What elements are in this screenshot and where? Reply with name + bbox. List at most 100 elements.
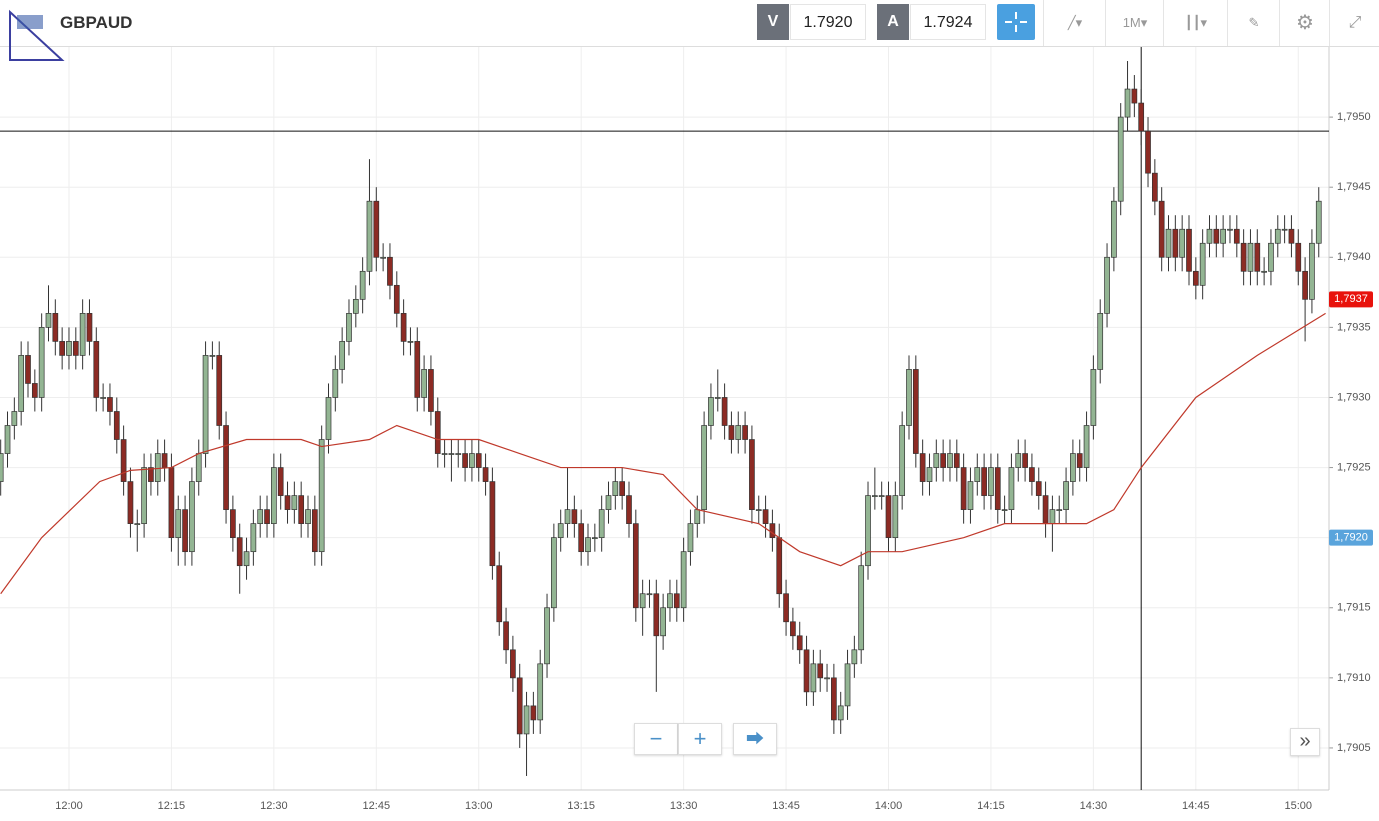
x-tick-label: 13:45 — [772, 800, 800, 812]
candle-body — [530, 705, 537, 721]
y-tick-label: 1,7930 — [1337, 391, 1371, 403]
candle-body — [11, 411, 18, 426]
candle-body — [496, 565, 503, 623]
candle-body — [1022, 453, 1028, 468]
candle-body — [434, 411, 441, 454]
bid-price[interactable]: 1.7920 — [790, 4, 866, 40]
candle-body — [544, 607, 550, 665]
candle-body — [714, 397, 721, 399]
candle-body — [1124, 88, 1131, 118]
candle-body — [482, 467, 489, 482]
candle-body — [1015, 453, 1022, 468]
candle-body — [919, 453, 926, 482]
candle-body — [1254, 242, 1261, 272]
candle-body — [967, 481, 974, 510]
candle-body — [899, 425, 906, 496]
candle-body — [1131, 88, 1138, 104]
candle-button[interactable]: ┃┃▾ — [1163, 0, 1228, 46]
candle-body — [578, 523, 585, 553]
candle-body — [1008, 467, 1015, 510]
fullscreen-button[interactable]: ⤢ — [1329, 0, 1379, 46]
candle-body — [1261, 270, 1267, 273]
candle-body — [257, 509, 264, 524]
candle-body — [708, 397, 714, 426]
candle-body — [537, 663, 544, 721]
candle-body — [673, 593, 680, 609]
price-tag — [1329, 291, 1373, 308]
candle-body — [148, 467, 154, 482]
candle-body — [134, 523, 141, 525]
candle-body — [38, 327, 45, 398]
candle-body — [86, 313, 93, 342]
candle-body — [271, 467, 277, 524]
candle-body — [885, 495, 892, 539]
candle-body — [359, 270, 366, 300]
candle-body — [653, 593, 660, 637]
settings-button[interactable]: ⚙ — [1279, 0, 1330, 46]
candle-body — [1063, 481, 1069, 510]
candle-body — [858, 565, 865, 651]
candle-body — [810, 663, 817, 693]
candle-body — [298, 495, 305, 524]
candle-body — [1206, 228, 1213, 244]
zoom-out[interactable]: − — [634, 723, 678, 755]
candle-body — [940, 453, 946, 468]
candle-body — [72, 341, 79, 356]
candle-body — [926, 467, 933, 482]
candle-body — [79, 313, 86, 356]
candle-body — [701, 425, 707, 510]
candle-body — [680, 551, 687, 609]
candle-body — [291, 495, 298, 510]
candle-body — [113, 411, 120, 440]
candle-body — [59, 341, 65, 356]
candle-body — [721, 397, 728, 426]
ask-price[interactable]: 1.7924 — [910, 4, 986, 40]
candle-body — [844, 663, 851, 707]
candle-body — [1268, 242, 1274, 272]
crosshair-button[interactable] — [997, 4, 1035, 40]
candle-body — [660, 607, 666, 637]
candle-body — [824, 677, 830, 680]
candle-body — [817, 663, 824, 679]
zoom-in[interactable]: + — [678, 723, 722, 755]
x-tick-label: 13:00 — [465, 800, 493, 812]
candle-body — [735, 425, 742, 440]
timeframe-button[interactable]: 1M▾ — [1105, 0, 1164, 46]
candle-body — [175, 509, 182, 539]
logo — [9, 9, 65, 61]
candle-body — [250, 523, 257, 553]
y-tick-label: 1,7915 — [1337, 602, 1371, 614]
y-tick-label: 1,7940 — [1337, 251, 1371, 263]
candle-body — [851, 649, 858, 665]
candle-body — [1056, 509, 1063, 511]
moving-average — [0, 312, 1326, 595]
candle-body — [790, 621, 796, 637]
candle-body — [195, 453, 202, 482]
candle-body — [953, 453, 960, 468]
candle-body — [311, 509, 318, 553]
candle-body — [912, 369, 919, 454]
candle-body — [209, 355, 216, 357]
x-tick-label: 14:45 — [1182, 800, 1210, 812]
candle-body — [960, 467, 967, 510]
candle-body — [1302, 270, 1308, 300]
candle-body — [428, 369, 434, 412]
candle-body — [749, 439, 755, 510]
draw-button[interactable]: ✎ — [1227, 0, 1280, 46]
price-tag — [1329, 529, 1373, 546]
candle-body — [387, 256, 393, 286]
candle-body — [871, 495, 878, 497]
price-tag-label: 1,7920 — [1334, 532, 1368, 544]
candle-body — [223, 425, 229, 510]
candle-body — [236, 537, 243, 567]
candle-body — [687, 523, 694, 553]
candle-body — [831, 677, 837, 721]
share[interactable]: ⮕ — [733, 723, 777, 755]
candle-body — [796, 635, 803, 651]
scroll-end[interactable]: » — [1290, 728, 1320, 756]
candle-body — [318, 439, 325, 553]
chart-type-button[interactable]: ╱▾ — [1043, 0, 1106, 46]
candle-body — [455, 453, 462, 455]
